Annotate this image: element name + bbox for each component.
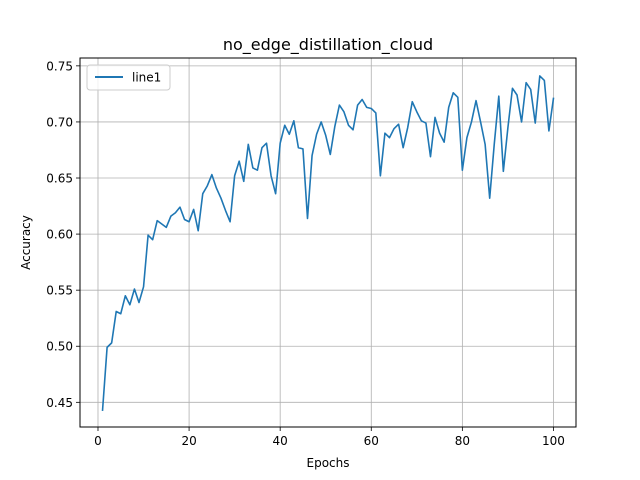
x-axis: 0 20 40 60 80 100 [94, 427, 565, 448]
y-tick-label: 0.55 [46, 284, 73, 298]
chart-title: no_edge_distillation_cloud [223, 35, 433, 55]
x-tick-label: 20 [181, 434, 196, 448]
y-tick-label: 0.50 [46, 340, 73, 354]
plot-frame [79, 57, 577, 428]
x-tick-label: 0 [94, 434, 102, 448]
y-axis: 0.45 0.50 0.55 0.60 0.65 0.70 0.75 [46, 59, 80, 410]
x-axis-label: Epochs [307, 456, 350, 470]
legend-box [86, 64, 171, 91]
legend: line1 [86, 64, 171, 91]
y-tick-label: 0.70 [46, 115, 73, 129]
series-layer [101, 75, 555, 412]
y-tick-label: 0.45 [46, 396, 73, 410]
x-tick-label: 40 [273, 434, 288, 448]
legend-label-line1: line1 [132, 71, 161, 85]
y-tick-label: 0.65 [46, 172, 73, 186]
x-tick-label: 100 [542, 434, 565, 448]
x-tick-label: 80 [455, 434, 470, 448]
y-tick-label: 0.60 [46, 228, 73, 242]
x-tick-label: 60 [364, 434, 379, 448]
grid [80, 58, 576, 427]
series-line-line1 [101, 75, 555, 412]
y-tick-label: 0.75 [46, 59, 73, 73]
y-axis-label: Accuracy [19, 215, 33, 270]
